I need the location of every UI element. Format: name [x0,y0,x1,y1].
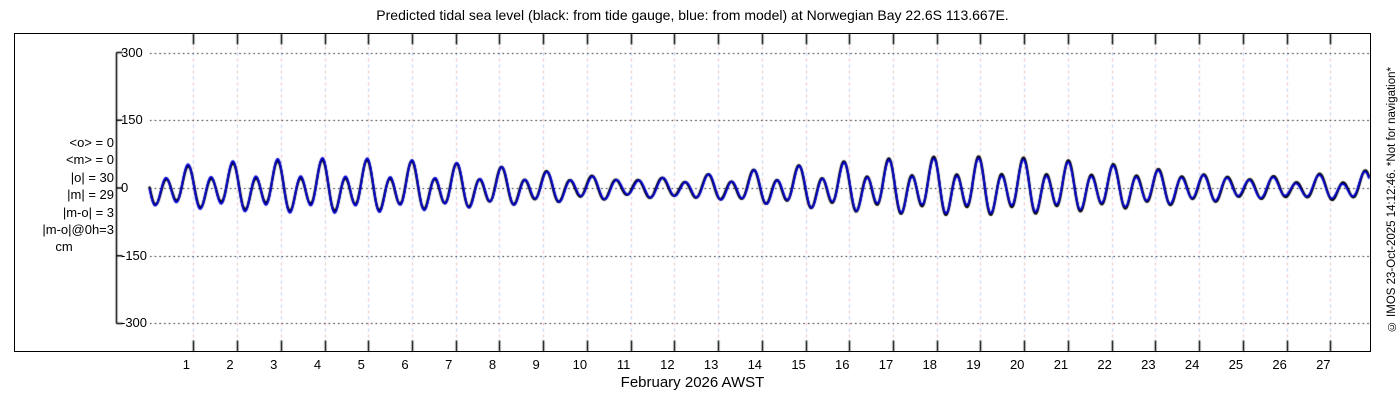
x-tick-label: 26 [1272,357,1287,372]
x-tick-label: 27 [1316,357,1331,372]
watermark-text: © IMOS 23-Oct-2025 14:12:46. *Not for na… [1386,67,1398,333]
x-tick-label: 17 [878,357,894,372]
x-tick-label: 15 [791,357,806,372]
x-tick-label: 22 [1097,357,1112,372]
stats-line: <m> = 0 [65,152,114,168]
x-axis-label: February 2026 AWST [620,374,765,391]
x-tick-label: 23 [1141,357,1156,372]
stats-line: cm [55,239,73,255]
x-tick-label: 2 [226,357,234,372]
x-tick-label: 16 [835,357,850,372]
x-tick-label: 18 [922,357,937,372]
stats-line: |m-o|@0h=3 [42,222,114,238]
x-tick-label: 3 [270,357,278,372]
y-tick-label: -300 [121,315,148,331]
y-tick-label: -150 [121,247,148,263]
x-tick-label: 4 [313,357,322,372]
stats-line: |m| = 29 [67,187,114,203]
stats-line: |o| = 30 [70,169,114,185]
x-tick-label: 5 [357,357,365,372]
watermark: © IMOS 23-Oct-2025 14:12:46. *Not for na… [1386,0,1398,400]
x-tick-label: 20 [1009,357,1025,372]
x-tick-label: 25 [1228,357,1244,372]
y-tick-label: 300 [121,44,143,60]
x-tick-label: 1 [182,357,190,372]
y-tick-label: 150 [121,112,143,128]
x-tick-label: 21 [1053,357,1069,372]
x-tick-label: 19 [966,357,981,372]
x-tick-label: 10 [572,357,588,372]
x-tick-label: 6 [401,357,409,372]
x-tick-label: 13 [703,357,719,372]
x-tick-label: 11 [616,357,631,372]
chart-title: Predicted tidal sea level (black: from t… [376,7,1009,23]
stats-line: <o> = 0 [69,135,114,150]
x-tick-label: 8 [488,357,497,372]
x-tick-label: 7 [445,357,453,372]
x-tick-label: 9 [532,357,540,372]
x-tick-label: 12 [660,357,675,372]
y-tick-label: 0 [121,180,129,195]
x-tick-label: 14 [747,357,763,372]
stats-block: <o> = 0 <m> = 0 |o| = 30 |m| = 29 |m-o| = 3 |… [14,134,114,256]
x-tick-label: 24 [1184,357,1200,372]
stats-line: |m-o| = 3 [62,204,114,220]
